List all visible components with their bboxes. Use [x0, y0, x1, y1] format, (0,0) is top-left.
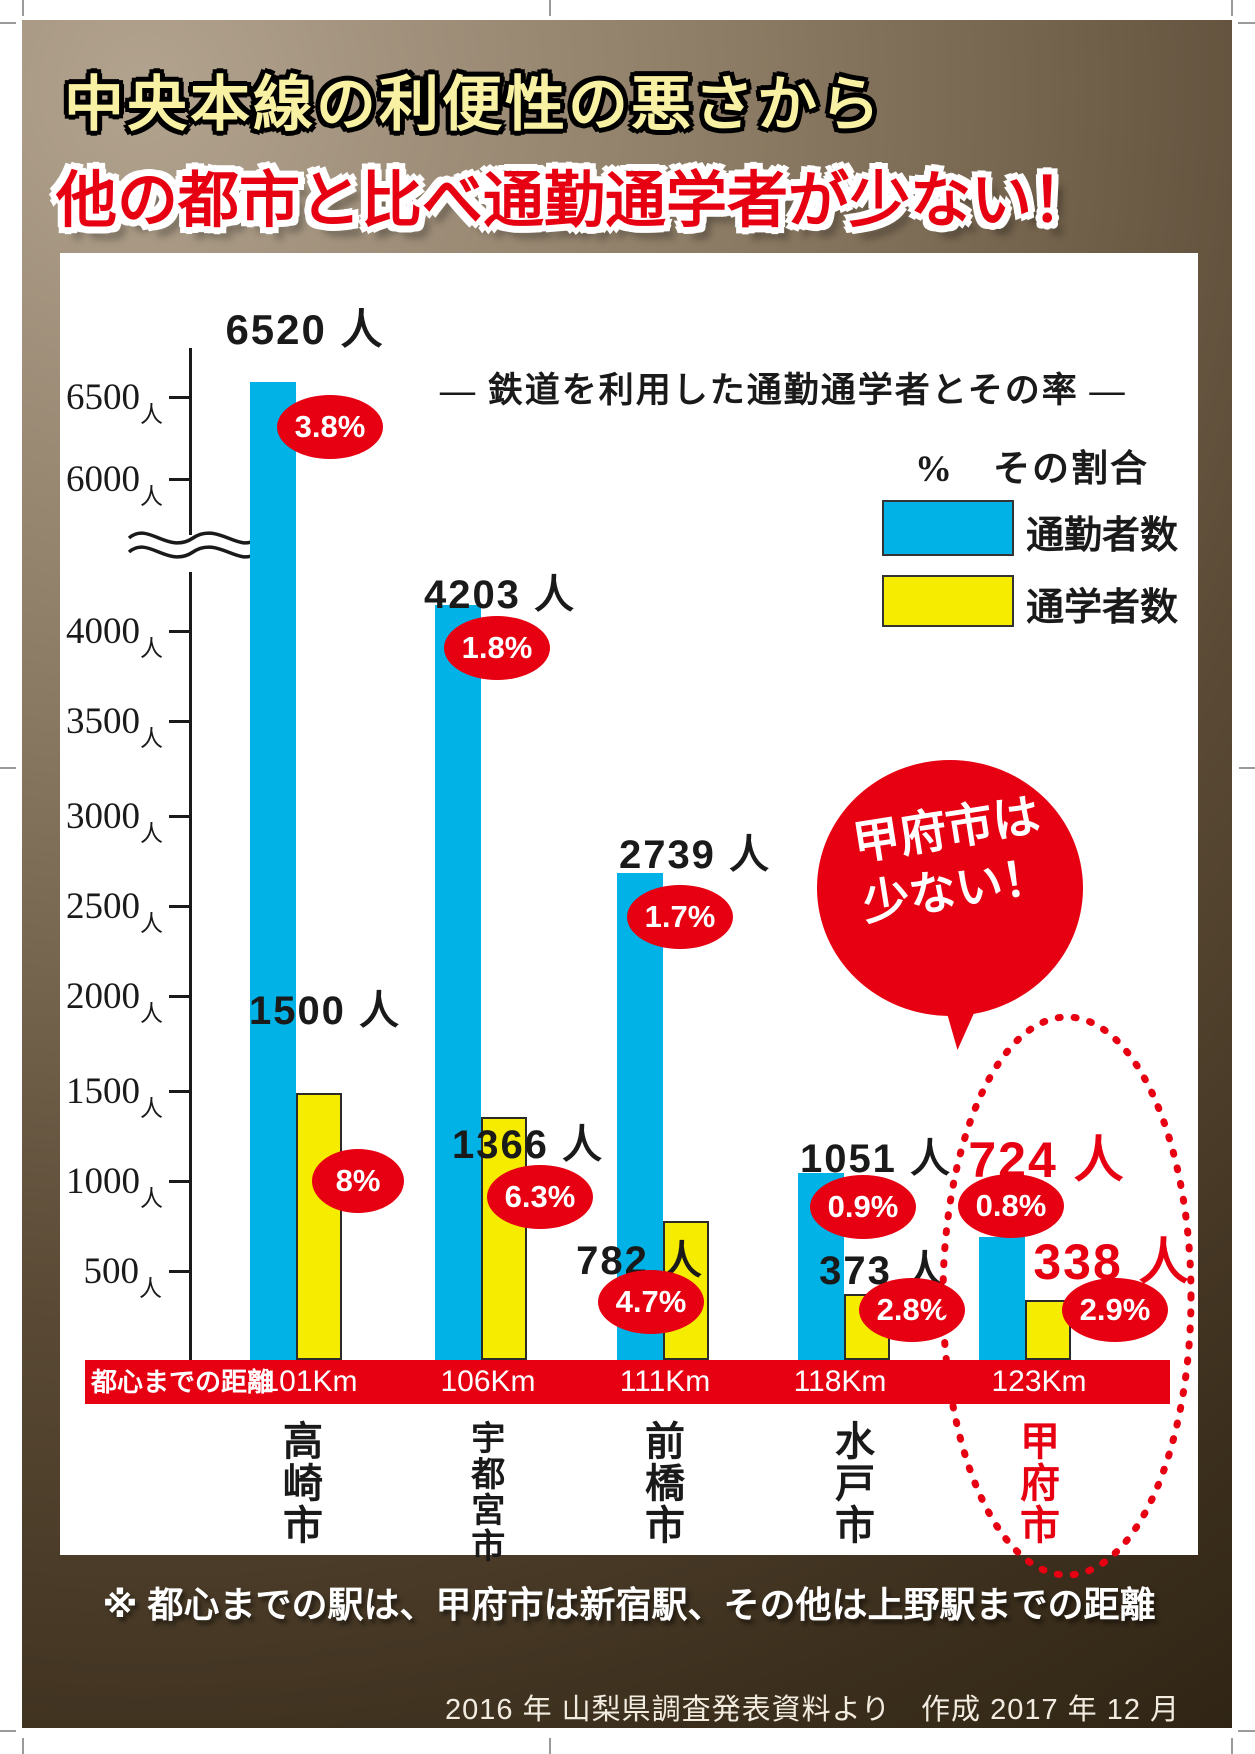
- poster-title-line1: 中央本線の利便性の悪さから: [64, 71, 883, 138]
- trim-mark-bottom-center: [549, 1738, 551, 1754]
- ytick-label-2000: 2000人: [66, 976, 163, 1027]
- value-label-student-takasaki: 1500 人: [248, 989, 402, 1033]
- distance-kofu: 123Km: [991, 1365, 1087, 1398]
- rate-badge-student-maebashi: 4.7%: [598, 1270, 704, 1334]
- trim-mark-left-center: [0, 767, 16, 769]
- rate-badge-student-utsunomiya: 6.3%: [487, 1165, 593, 1229]
- distance-band: 都心までの距離 101Km 106Km 111Km 118Km 123Km: [85, 1360, 1170, 1404]
- city-label-takasaki: 高崎市: [277, 1420, 321, 1546]
- value-label-commuter-takasaki: 6520 人: [225, 306, 385, 353]
- distance-takasaki: 101Km: [262, 1365, 358, 1398]
- trim-mark-bottom-right-h: [1238, 1730, 1255, 1732]
- rate-badge-student-kofu: 2.9%: [1062, 1278, 1168, 1342]
- tick-6000: [169, 478, 192, 481]
- ytick-label-3000: 3000人: [66, 796, 163, 847]
- y-axis-lower-segment: [189, 572, 192, 1362]
- bar-student-takasaki: [296, 1093, 342, 1360]
- trim-mark-bottom-right-v: [1231, 1738, 1233, 1754]
- trim-mark-top-left-h: [0, 22, 16, 24]
- tick-6500: [169, 396, 192, 399]
- city-label-kofu: 甲府市: [1014, 1420, 1058, 1546]
- ytick-label-6500: 6500人: [66, 377, 163, 428]
- legend-swatch-student: [882, 575, 1014, 627]
- city-label-utsunomiya: 宇都宮市: [465, 1420, 504, 1564]
- trim-mark-top-center: [549, 0, 551, 16]
- tick-1500: [169, 1090, 192, 1093]
- kofu-highlight-ellipse: [939, 1013, 1195, 1579]
- ytick-label-6000: 6000人: [66, 459, 163, 510]
- distance-maebashi: 111Km: [619, 1365, 711, 1398]
- bar-commuter-kofu: [979, 1237, 1025, 1360]
- distance-mito: 118Km: [793, 1365, 887, 1398]
- legend-label-student: 通学者数: [1026, 587, 1179, 629]
- trim-mark-right-center: [1239, 767, 1255, 769]
- ytick-label-1000: 1000人: [66, 1161, 163, 1212]
- value-label-commuter-utsunomiya: 4203 人: [423, 573, 577, 617]
- city-label-mito: 水戸市: [829, 1420, 873, 1546]
- rate-badge-commuter-maebashi: 1.7%: [627, 885, 733, 949]
- trim-mark-top-right-v: [1231, 0, 1233, 16]
- rate-badge-commuter-utsunomiya: 1.8%: [444, 616, 550, 680]
- rate-badge-commuter-takasaki: 3.8%: [277, 395, 383, 459]
- y-axis-upper-segment: [189, 348, 192, 535]
- trim-mark-bottom-left-h: [0, 1730, 16, 1732]
- tick-4000: [169, 630, 192, 633]
- trim-mark-bottom-left-v: [22, 1738, 24, 1754]
- value-label-commuter-maebashi: 2739 人: [618, 833, 772, 877]
- tick-3500: [169, 720, 192, 723]
- legend-rate-label: % その割合: [915, 449, 1149, 490]
- rate-badge-commuter-mito: 0.9%: [810, 1175, 916, 1239]
- legend-swatch-commuter: [882, 500, 1014, 556]
- bar-commuter-takasaki: [250, 382, 296, 1360]
- tick-2500: [169, 905, 192, 908]
- distance-utsunomiya: 106Km: [440, 1365, 536, 1398]
- ytick-label-3500: 3500人: [66, 701, 163, 752]
- ytick-label-2500: 2500人: [66, 886, 163, 937]
- rate-badge-student-mito: 2.8%: [859, 1278, 965, 1342]
- rate-badge-student-takasaki: 8%: [312, 1149, 404, 1213]
- distance-band-header: 都心までの距離: [91, 1367, 274, 1397]
- tick-1000: [169, 1180, 192, 1183]
- trim-mark-top-right-h: [1238, 22, 1255, 24]
- tick-2000: [169, 995, 192, 998]
- bar-commuter-utsunomiya: [435, 605, 481, 1360]
- footnote: ※ 都心までの駅は、甲府市は新宿駅、その他は上野駅までの距離: [102, 1584, 1156, 1625]
- legend-label-commuter: 通勤者数: [1026, 515, 1179, 557]
- credit-line: 2016 年 山梨県調査発表資料より 作成 2017 年 12 月: [445, 1694, 1181, 1726]
- axis-break-squiggle: [127, 531, 259, 559]
- trim-mark-top-left-v: [22, 0, 24, 16]
- tick-500: [169, 1270, 192, 1273]
- city-label-maebashi: 前橋市: [639, 1420, 683, 1546]
- rate-badge-commuter-kofu: 0.8%: [958, 1174, 1064, 1238]
- chart-title: — 鉄道を利用した通勤通学者とその率 —: [440, 371, 1127, 410]
- bar-student-utsunomiya: [481, 1117, 527, 1360]
- ytick-label-500: 500人: [83, 1251, 163, 1302]
- value-label-commuter-mito: 1051 人: [799, 1137, 953, 1181]
- ytick-label-1500: 1500人: [66, 1071, 163, 1122]
- poster-title-line2: 他の都市と比べ通勤通学者が少ない！: [56, 166, 1094, 234]
- tick-3000: [169, 815, 192, 818]
- ytick-label-4000: 4000人: [66, 611, 163, 662]
- value-label-student-utsunomiya: 1366 人: [451, 1123, 605, 1167]
